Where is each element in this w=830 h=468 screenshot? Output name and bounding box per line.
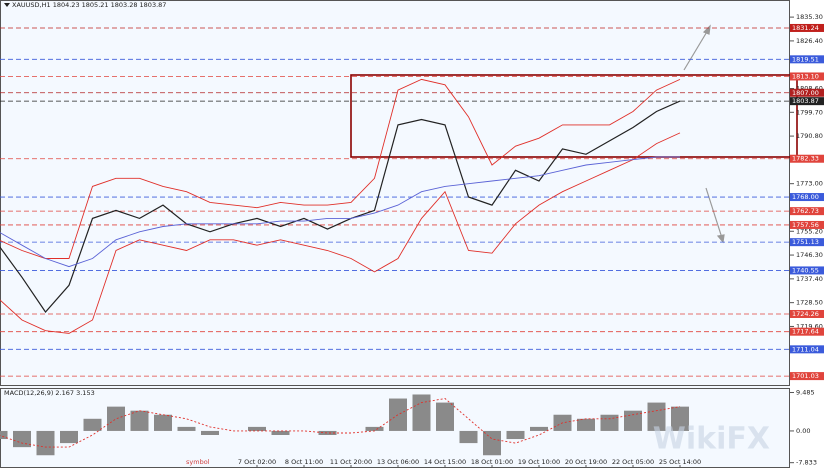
level-label: 1803.87	[792, 97, 819, 105]
y-tick-label: 1808.60	[796, 84, 823, 92]
y-tick-label: 1755.20	[796, 227, 823, 235]
arrow-up	[683, 29, 709, 71]
x-tick-label: 14 Oct 15:00	[424, 458, 466, 466]
x-tick-label: 7 Oct 02:00	[238, 458, 276, 466]
series-line	[0, 156, 680, 268]
macd-bar	[436, 402, 454, 431]
series-line	[0, 100, 681, 313]
series-line	[0, 78, 681, 259]
level-label: 1819.51	[792, 55, 819, 63]
level-label: 1807.00	[792, 89, 819, 97]
x-tick-label: 11 Oct 20:00	[330, 458, 372, 466]
level-label: 1740.55	[792, 266, 819, 274]
watermark: WikiFX	[653, 422, 770, 457]
level-label-bg	[790, 193, 824, 202]
level-label-bg	[790, 72, 824, 81]
y-tick-label: 1835.30	[796, 13, 823, 21]
y-tick-label: 1826.40	[796, 37, 823, 45]
macd-bar	[107, 406, 125, 431]
level-label-bg	[790, 154, 824, 163]
macd-bar	[389, 398, 407, 431]
level-label: 1717.64	[792, 328, 819, 336]
range-box	[350, 74, 798, 158]
level-label-bg	[790, 220, 824, 229]
chart-title: XAUUSD,H1 1804.23 1805.21 1803.28 1803.8…	[12, 1, 166, 9]
x-tick-label: 22 Oct 05:00	[612, 458, 654, 466]
x-tick-label: 8 Oct 11:00	[285, 458, 323, 466]
y-tick-label: 0.00	[796, 427, 810, 435]
macd-bar	[154, 414, 172, 431]
level-label: 1782.33	[792, 155, 819, 163]
macd-bar	[60, 430, 78, 444]
arrow-head	[716, 234, 725, 244]
macd-bar	[624, 410, 642, 431]
macd-bar	[365, 426, 384, 431]
macd-bar	[83, 418, 102, 431]
macd-bar	[248, 426, 266, 431]
level-label: 1724.26	[792, 310, 819, 318]
macd-bar	[177, 426, 196, 431]
x-tick-label: 25 Oct 14:00	[659, 458, 701, 466]
menu-icon	[4, 3, 10, 7]
level-label: 1701.03	[792, 372, 819, 380]
level-label: 1768.00	[792, 193, 819, 201]
y-tick-label: 1773.00	[796, 180, 823, 188]
level-label-bg	[790, 266, 824, 275]
y-tick-label: 1737.40	[796, 275, 823, 283]
y-tick-label: 1728.50	[796, 299, 823, 307]
level-label-bg	[790, 238, 824, 247]
macd-bar	[483, 430, 501, 456]
level-label-bg	[790, 309, 824, 318]
plot-background	[0, 0, 790, 468]
marks: 1835.30 1826.40 1808.60 1799.70 1790.80 1773.…	[0, 13, 824, 468]
level-label: 1711.04	[792, 345, 819, 353]
y-tick-label: 1719.60	[796, 322, 823, 330]
x-tick-label: 19 Oct 10:00	[518, 458, 560, 466]
symbol-note: symbol	[186, 458, 210, 466]
macd-bar	[271, 430, 290, 435]
macd-bar	[671, 406, 689, 431]
level-label: 1813.10	[792, 72, 819, 80]
signal-line	[0, 398, 681, 448]
level-label-bg	[790, 23, 824, 32]
level-label-bg	[790, 88, 824, 97]
level-label: 1751.13	[792, 238, 819, 246]
macd-title: MACD(12,26,9) 2.167 3.153	[4, 389, 95, 397]
y-tick-label: 1799.70	[796, 108, 823, 116]
macd-bar	[459, 430, 478, 444]
level-label: 1762.73	[792, 207, 819, 215]
level-label-bg	[790, 372, 824, 381]
macd-bar	[530, 426, 548, 431]
y-tick-label: -7.833	[796, 459, 817, 467]
level-label: 1757.56	[792, 221, 819, 229]
level-label-bg	[790, 97, 824, 106]
x-tick-label: 20 Oct 19:00	[565, 458, 607, 466]
y-tick-label: 9.485	[796, 389, 815, 397]
macd-bar	[506, 430, 525, 440]
macd-bar	[13, 430, 31, 448]
macd-bar	[130, 410, 149, 431]
macd-bar	[600, 414, 619, 431]
macd-bar	[36, 430, 55, 456]
x-tick-label: 18 Oct 01:00	[471, 458, 513, 466]
series-line	[0, 132, 681, 334]
level-label: 1831.24	[792, 24, 819, 32]
y-tick-label: 1790.80	[796, 132, 823, 140]
y-tick-label: 1746.30	[796, 251, 823, 259]
macd-bar	[318, 430, 337, 435]
level-label-bg	[790, 345, 824, 354]
arrow-down	[705, 187, 723, 239]
level-label-bg	[790, 327, 824, 336]
macd-bar	[0, 430, 8, 440]
level-label-bg	[790, 55, 824, 64]
x-tick-label: 13 Oct 06:00	[377, 458, 419, 466]
main-panel-border	[0, 0, 790, 386]
level-label-bg	[790, 207, 824, 216]
macd-bar	[412, 394, 431, 431]
macd-bar	[577, 418, 595, 431]
macd-bar	[201, 430, 219, 435]
